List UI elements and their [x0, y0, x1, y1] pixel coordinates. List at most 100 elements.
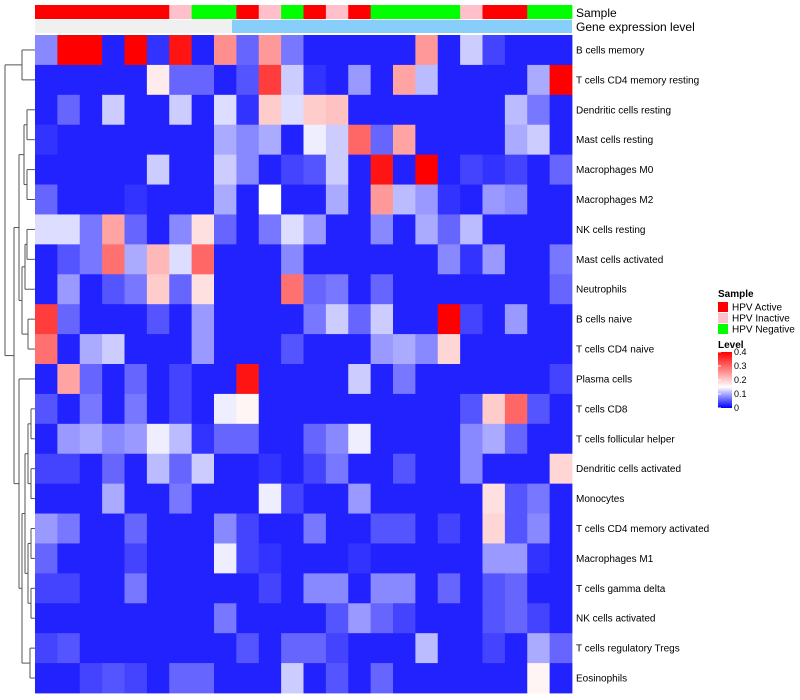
- sample-annotation-cell: [504, 5, 528, 19]
- heatmap-cell: [549, 603, 573, 634]
- heatmap-cell: [35, 124, 58, 156]
- heatmap-cell: [325, 453, 349, 485]
- heatmap-cell: [393, 663, 416, 694]
- heatmap-cell: [214, 184, 237, 215]
- heatmap-cell: [325, 154, 349, 185]
- heatmap-cell: [57, 633, 81, 664]
- heatmap-cell: [415, 274, 439, 305]
- heatmap-cell: [258, 393, 282, 425]
- heatmap-cell: [325, 124, 349, 156]
- heatmap-cell: [102, 393, 125, 425]
- heatmap-cell: [258, 663, 282, 694]
- heatmap-cell: [437, 633, 461, 664]
- heatmap-cell: [79, 334, 103, 365]
- heatmap-cell: [415, 334, 439, 365]
- heatmap-cell: [191, 64, 215, 96]
- heatmap-cell: [191, 35, 215, 66]
- row-label: Macrophages M0: [576, 165, 654, 176]
- heatmap-cell: [482, 573, 506, 604]
- heatmap-cell: [325, 603, 349, 634]
- level-tick-label: 0: [734, 403, 739, 413]
- heatmap-cell: [102, 633, 125, 664]
- heatmap-cell: [482, 334, 506, 365]
- heatmap-cell: [258, 633, 282, 664]
- heatmap-cell: [370, 304, 394, 335]
- heatmap-cell: [370, 244, 394, 275]
- heatmap-cell: [258, 124, 282, 156]
- heatmap-cell: [146, 274, 170, 305]
- heatmap-cell: [258, 154, 282, 185]
- heatmap-cell: [169, 513, 193, 544]
- heatmap-cell: [79, 364, 103, 395]
- heatmap-cell: [549, 573, 573, 604]
- heatmap-cell: [236, 64, 260, 96]
- heatmap-cell: [370, 64, 394, 96]
- heatmap-cell: [549, 154, 573, 185]
- heatmap-cell: [348, 154, 372, 185]
- heatmap-cell: [35, 64, 58, 96]
- row-label: Dendritic cells resting: [576, 105, 671, 116]
- sample-legend-label: HPV Negative: [732, 325, 795, 336]
- heatmap-cell: [169, 244, 193, 275]
- heatmap-cell: [124, 364, 148, 395]
- heatmap-cell: [370, 603, 394, 634]
- heatmap-cell: [303, 483, 327, 514]
- heatmap-cell: [415, 633, 439, 664]
- heatmap-cell: [549, 124, 573, 156]
- heatmap-cell: [169, 633, 193, 664]
- heatmap-cell: [393, 573, 416, 604]
- sample-annotation-cell: [527, 5, 551, 19]
- heatmap-cell: [281, 274, 304, 305]
- heatmap-cell: [102, 423, 125, 455]
- heatmap-cell: [393, 35, 416, 66]
- heatmap-cell: [236, 214, 260, 245]
- heatmap-cell: [482, 453, 506, 485]
- heatmap-cell: [57, 573, 81, 604]
- heatmap-cell: [527, 483, 551, 514]
- heatmap-cell: [258, 64, 282, 96]
- heatmap-cell: [102, 64, 125, 96]
- heatmap-cell: [504, 453, 528, 485]
- heatmap-cell: [303, 364, 327, 395]
- heatmap-cell: [124, 214, 148, 245]
- heatmap-cell: [191, 94, 215, 126]
- heatmap-cell: [437, 124, 461, 156]
- heatmap-cell: [393, 94, 416, 126]
- heatmap-cell: [191, 124, 215, 156]
- heatmap-cell: [437, 393, 461, 425]
- heatmap-cell: [348, 603, 372, 634]
- heatmap-cell: [191, 483, 215, 514]
- heatmap-cell: [460, 483, 483, 514]
- sample-annotation-cell: [415, 5, 439, 19]
- heatmap-cell: [214, 64, 237, 96]
- heatmap-cell: [393, 334, 416, 365]
- row-label: T cells regulatory Tregs: [576, 644, 680, 655]
- heatmap-cell: [482, 423, 506, 455]
- heatmap-cell: [214, 513, 237, 544]
- heatmap-cell: [57, 214, 81, 245]
- heatmap-cell: [191, 573, 215, 604]
- heatmap-cell: [102, 663, 125, 694]
- heatmap-cell: [482, 214, 506, 245]
- sample-annotation-bar: [35, 5, 573, 19]
- heatmap-cell: [214, 663, 237, 694]
- heatmap-cell: [325, 364, 349, 395]
- heatmap-cell: [325, 573, 349, 604]
- heatmap-cell: [415, 94, 439, 126]
- heatmap-cell: [415, 184, 439, 215]
- heatmap-cell: [146, 483, 170, 514]
- heatmap-cell: [527, 334, 551, 365]
- heatmap-cell: [102, 184, 125, 215]
- heatmap-cell: [393, 274, 416, 305]
- heatmap-cell: [482, 543, 506, 574]
- heatmap-cell: [236, 184, 260, 215]
- heatmap-cell: [549, 423, 573, 455]
- heatmap-cell: [415, 244, 439, 275]
- heatmap-cell: [437, 543, 461, 574]
- row-label: T cells follicular helper: [576, 434, 675, 445]
- heatmap-cell: [393, 64, 416, 96]
- heatmap-cell: [146, 364, 170, 395]
- heatmap-cell: [57, 184, 81, 215]
- heatmap-cell: [348, 573, 372, 604]
